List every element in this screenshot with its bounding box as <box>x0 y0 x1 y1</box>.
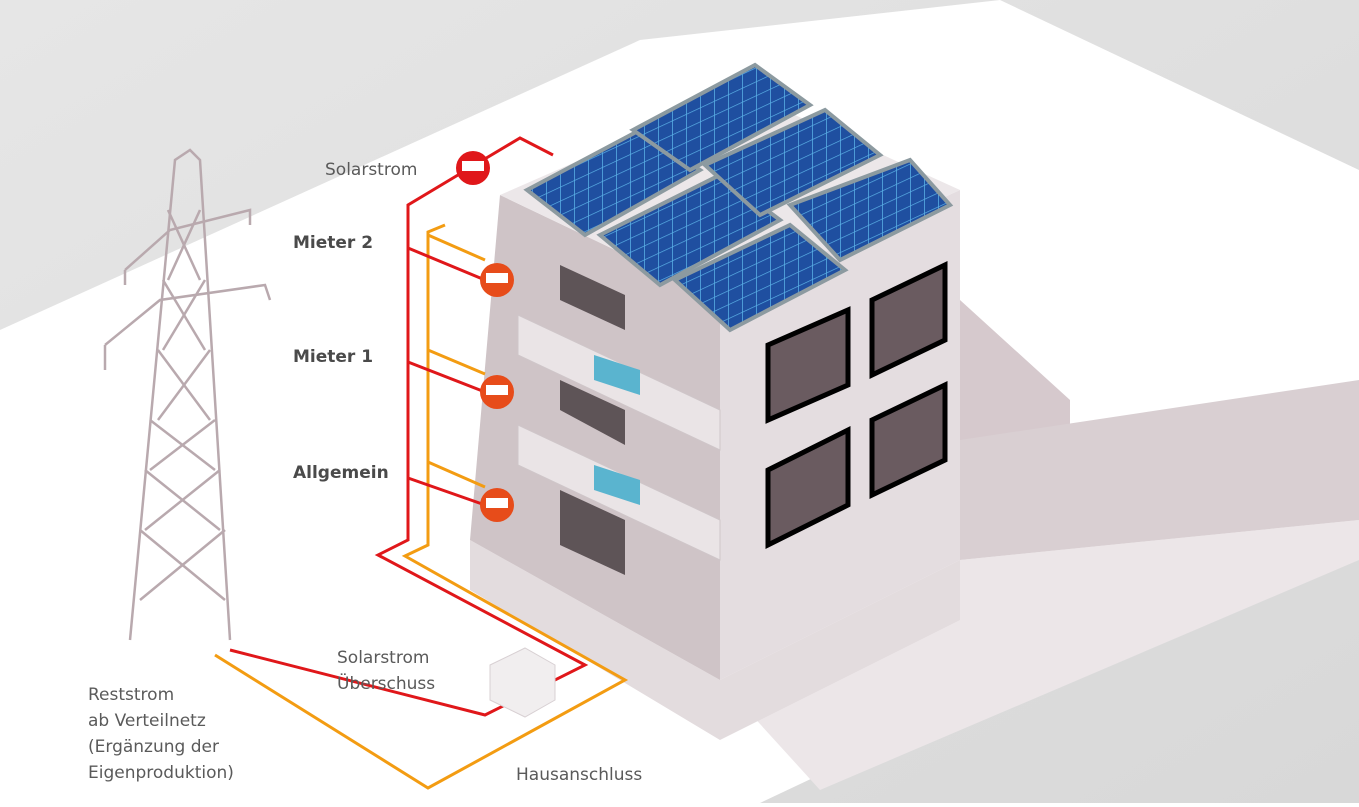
diagram: Solarstrom Mieter 2 Mieter 1 Allgemein S… <box>0 0 1359 803</box>
label: Reststrom <box>88 685 174 705</box>
label: Hausanschluss <box>516 765 642 785</box>
label: ab Verteilnetz <box>88 711 206 731</box>
label: Mieter 1 <box>293 347 373 367</box>
label: Eigenproduktion) <box>88 763 234 783</box>
label: Solarstrom <box>337 648 429 668</box>
label: (Ergänzung der <box>88 737 219 757</box>
label: Solarstrom <box>325 160 417 180</box>
label: Mieter 2 <box>293 233 373 253</box>
label: Überschuss <box>337 672 435 694</box>
label: Allgemein <box>293 463 389 483</box>
